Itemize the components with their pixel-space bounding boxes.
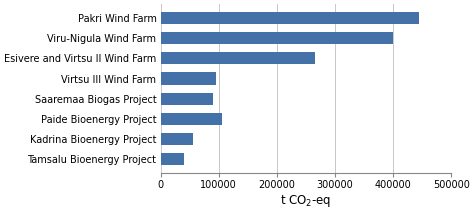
Bar [161,12,419,24]
Bar [161,133,192,145]
X-axis label: t CO$_2$-eq: t CO$_2$-eq [280,193,332,209]
Bar [161,52,315,64]
Bar [161,93,213,105]
Bar [161,113,222,125]
Bar [161,32,393,44]
Bar [161,72,216,85]
Bar [161,153,184,166]
